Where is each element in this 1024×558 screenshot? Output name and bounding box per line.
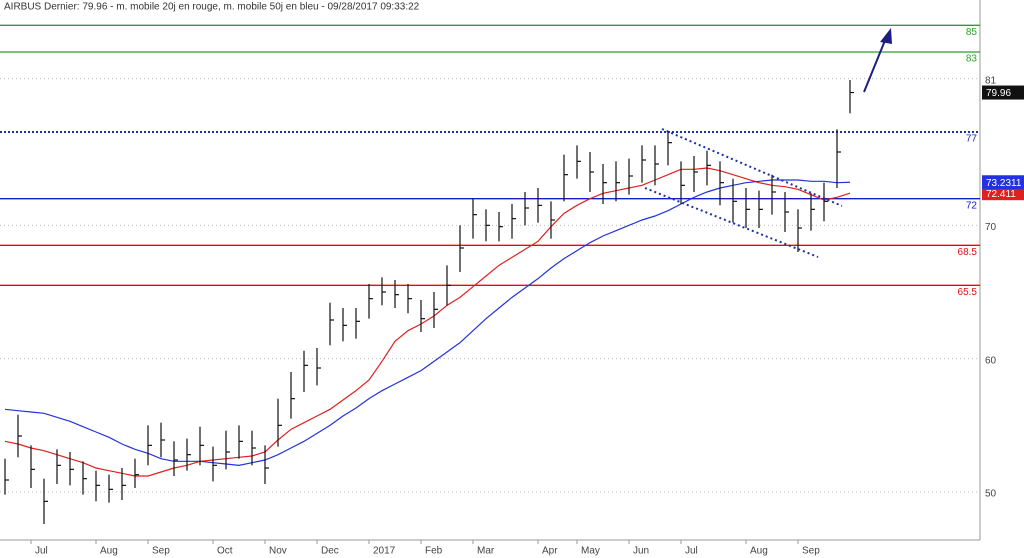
x-tick-label: Jul bbox=[685, 546, 698, 557]
x-tick-label: Aug bbox=[100, 546, 118, 557]
last-value-label: 73.2311 bbox=[986, 178, 1022, 189]
x-tick-label: 2017 bbox=[373, 546, 396, 557]
x-tick-label: Feb bbox=[425, 546, 443, 557]
y-tick-label: 81 bbox=[985, 75, 997, 86]
y-tick-label: 60 bbox=[985, 355, 997, 366]
level-label: 68.5 bbox=[958, 247, 978, 258]
last-value-box bbox=[982, 175, 1024, 190]
last-value-label: 79.96 bbox=[986, 88, 1011, 99]
x-tick-label: Sep bbox=[802, 546, 820, 557]
last-value-label: 72.411 bbox=[986, 189, 1016, 200]
x-tick-label: Mar bbox=[477, 546, 495, 557]
x-tick-label: Sep bbox=[152, 546, 170, 557]
y-tick-label: 70 bbox=[985, 222, 997, 233]
moving-average-line bbox=[4, 167, 851, 477]
x-tick-label: Jun bbox=[633, 546, 649, 557]
arrow-head bbox=[880, 28, 892, 44]
level-label: 83 bbox=[966, 54, 978, 65]
x-tick-label: May bbox=[581, 546, 600, 557]
last-value-box bbox=[982, 186, 1024, 201]
level-label: 85 bbox=[966, 27, 978, 38]
x-tick-label: Apr bbox=[542, 546, 558, 557]
chart-title: AIRBUS Dernier: 79.96 - m. mobile 20j en… bbox=[4, 2, 420, 13]
x-tick-label: Jul bbox=[35, 546, 48, 557]
x-tick-label: Oct bbox=[217, 546, 233, 557]
arrow-shaft bbox=[863, 37, 887, 93]
moving-average-line bbox=[4, 179, 851, 466]
level-label: 77 bbox=[966, 134, 978, 145]
level-label: 72 bbox=[966, 200, 978, 211]
level-label: 65.5 bbox=[958, 287, 978, 298]
x-tick-label: Aug bbox=[750, 546, 768, 557]
x-tick-label: Nov bbox=[269, 546, 287, 557]
y-tick-label: 50 bbox=[985, 489, 997, 500]
plot: 85 83 77 72 68.5 65.5 bbox=[0, 24, 980, 524]
x-tick-label: Dec bbox=[321, 546, 339, 557]
trend-channel-bottom bbox=[644, 187, 819, 258]
last-value-box bbox=[982, 85, 1024, 100]
